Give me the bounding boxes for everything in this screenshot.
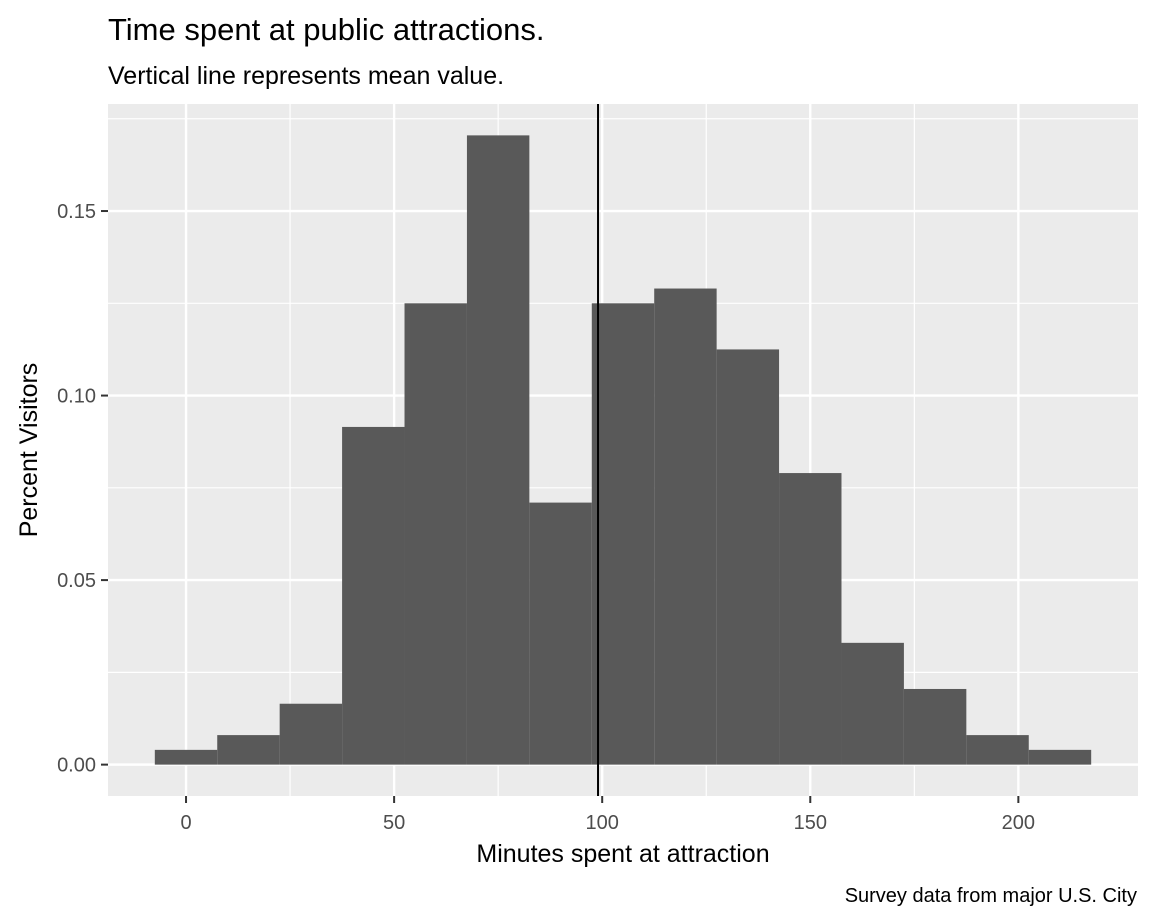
histogram-bar-14 <box>1028 749 1092 765</box>
x-axis-ticks: 0 50 100 150 200 <box>180 796 1035 834</box>
histogram-bar-11 <box>841 642 904 765</box>
histogram-bar-4 <box>404 303 467 765</box>
y-tick-label: 0.15 <box>57 201 96 223</box>
histogram-bar-10 <box>779 473 842 765</box>
histogram-bars <box>154 135 1092 765</box>
histogram-bar-5 <box>466 135 530 765</box>
histogram-bar-0 <box>154 749 218 765</box>
histogram-bar-9 <box>716 349 780 765</box>
y-axis-ticks: 0.00 0.05 0.10 0.15 <box>57 201 108 777</box>
x-tick-label: 150 <box>794 812 827 834</box>
chart-title: Time spent at public attractions. <box>108 12 545 47</box>
histogram-bar-7 <box>591 303 655 765</box>
y-tick-label: 0.00 <box>57 755 96 777</box>
x-axis-title: Minutes spent at attraction <box>476 840 769 868</box>
histogram-bar-3 <box>342 426 405 765</box>
histogram-bar-6 <box>529 502 592 765</box>
x-tick-label: 100 <box>586 812 619 834</box>
y-tick-label: 0.10 <box>57 386 96 408</box>
histogram-bar-2 <box>279 703 343 765</box>
y-tick-label: 0.05 <box>57 570 96 592</box>
histogram-bar-12 <box>903 688 967 765</box>
chart-caption: Survey data from major U.S. City <box>845 885 1137 907</box>
histogram-bar-13 <box>966 735 1029 765</box>
histogram-bar-8 <box>654 288 717 765</box>
chart-subtitle: Vertical line represents mean value. <box>108 62 504 90</box>
x-tick-label: 200 <box>1002 812 1035 834</box>
y-axis-title: Percent Visitors <box>15 363 43 538</box>
x-tick-label: 50 <box>383 812 405 834</box>
x-tick-label: 0 <box>180 812 191 834</box>
histogram-bar-1 <box>217 735 280 765</box>
